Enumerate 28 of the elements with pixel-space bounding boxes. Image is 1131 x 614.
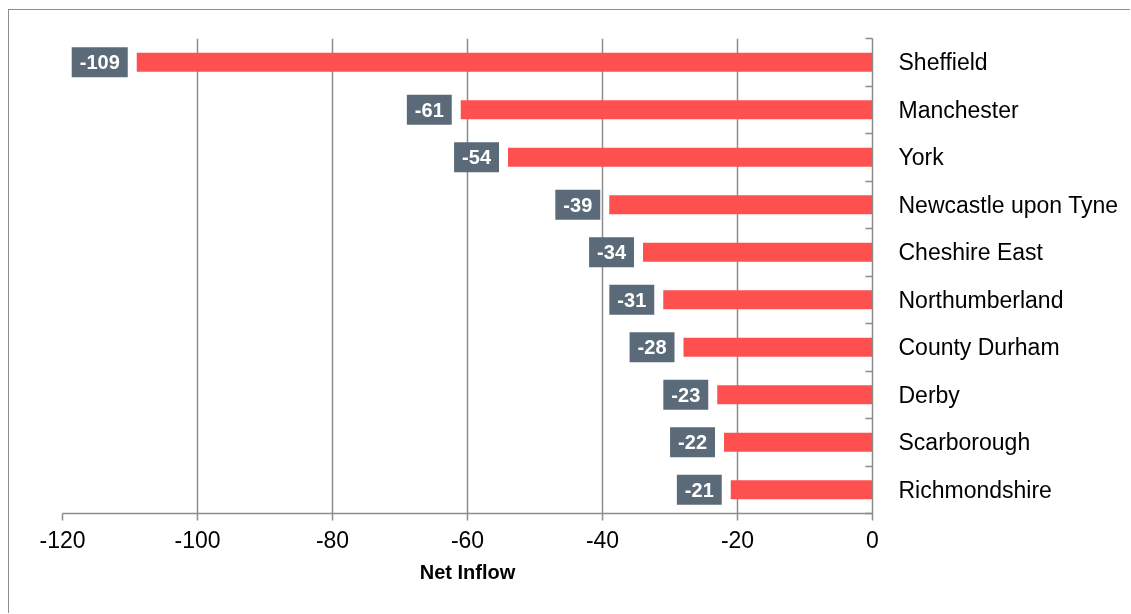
x-axis-title: Net Inflow xyxy=(419,560,516,583)
data-label: -28 xyxy=(637,336,667,359)
y-tick-label: Cheshire East xyxy=(898,239,1044,266)
data-label: -109 xyxy=(79,51,120,74)
data-label: -54 xyxy=(462,146,492,169)
x-tick-label: -20 xyxy=(720,526,755,553)
y-tick-label: Northumberland xyxy=(898,286,1064,313)
data-label: -23 xyxy=(671,383,701,406)
data-label: -31 xyxy=(617,288,647,311)
x-tick-label: -80 xyxy=(315,526,350,553)
x-tick-label: -40 xyxy=(585,526,620,553)
y-tick-label: Manchester xyxy=(898,96,1020,123)
y-tick-label: Derby xyxy=(898,381,961,408)
y-tick-label: Richmondshire xyxy=(898,476,1052,503)
y-tick-label: County Durham xyxy=(898,334,1060,361)
y-tick-label: Scarborough xyxy=(898,429,1031,456)
y-tick-label: York xyxy=(898,144,945,171)
x-tick-label: -100 xyxy=(174,526,221,553)
y-tick-label: Sheffield xyxy=(898,49,988,76)
x-tick-label: -60 xyxy=(450,526,485,553)
x-tick-label: 0 xyxy=(866,526,879,553)
data-label: -21 xyxy=(684,478,714,501)
data-label: -22 xyxy=(678,431,707,454)
data-label: -61 xyxy=(414,98,444,121)
data-label: -39 xyxy=(563,193,593,216)
x-tick-label: -120 xyxy=(39,526,86,553)
data-label: -34 xyxy=(597,241,627,264)
y-tick-label: Newcastle upon Tyne xyxy=(898,191,1118,218)
